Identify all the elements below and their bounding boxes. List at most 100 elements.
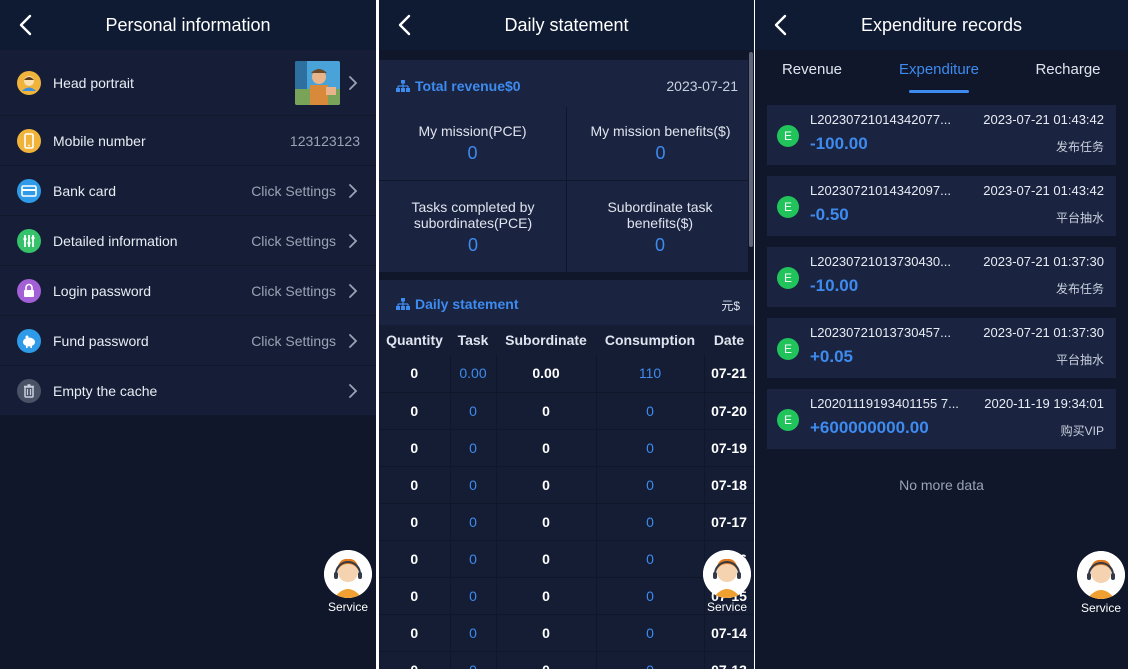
record-order-id: L20230721013730457... — [810, 325, 951, 340]
table-cell: 0 — [450, 429, 497, 467]
table-cell: 0 — [450, 614, 497, 652]
column-header: Task — [450, 325, 496, 355]
column-header: Quantity — [379, 325, 450, 355]
back-arrow-icon[interactable] — [393, 13, 417, 37]
table-body: 0 0.00 0.00 110 07-21 0 0 0 0 07-20 0 0 0 0 07-19 0 0 0 0 0… — [379, 355, 754, 669]
record-amount: +600000000.00 — [810, 418, 929, 437]
tab-revenue[interactable]: Revenue — [781, 61, 843, 78]
hierarchy-icon — [396, 297, 410, 310]
stat-label: My mission benefits($) — [590, 123, 731, 139]
stat-value: 0 — [467, 143, 478, 163]
table-cell: 0 — [496, 651, 597, 669]
table-row: 0 0 0 0 07-14 — [379, 614, 754, 652]
table-cell: 07-20 — [704, 392, 754, 430]
stat-subordinate-benefits: Subordinate task benefits($) 0 — [585, 199, 735, 256]
row-mobile-number[interactable]: Mobile number 123123123 — [0, 116, 376, 166]
row-value: Click Settings — [251, 332, 336, 349]
record-item[interactable]: E L20201119193401155 7... 2020-11-19 19:34… — [767, 389, 1116, 449]
back-arrow-icon[interactable] — [769, 13, 793, 37]
record-time: 2020-11-19 19:34:01 — [984, 396, 1104, 411]
row-head-portrait[interactable]: Head portrait — [0, 50, 376, 116]
table-cell: 0 — [496, 540, 597, 578]
stat-label: My mission(PCE) — [418, 123, 527, 139]
settings-list: Head portrait Mobile number 123123123 Ba… — [0, 50, 376, 416]
table-cell: 0 — [496, 392, 597, 430]
table-cell: 0 — [596, 503, 705, 541]
chevron-right-icon — [348, 283, 358, 299]
row-empty-cache[interactable]: Empty the cache — [0, 366, 376, 416]
table-row: 0 0 0 0 07-19 — [379, 429, 754, 467]
row-label: Empty the cache — [53, 382, 158, 399]
back-arrow-icon[interactable] — [14, 13, 38, 37]
table-cell: 0 — [596, 614, 705, 652]
record-amount: -100.00 — [810, 134, 868, 153]
row-login-password[interactable]: Login password Click Settings — [0, 266, 376, 316]
record-item[interactable]: E L20230721013730430... 2023-07-21 01:37:3… — [767, 247, 1116, 307]
table-cell: 0 — [450, 503, 497, 541]
row-value: Click Settings — [251, 282, 336, 299]
table-cell: 07-14 — [704, 614, 754, 652]
row-detailed-information[interactable]: Detailed information Click Settings — [0, 216, 376, 266]
record-time: 2023-07-21 01:37:30 — [983, 254, 1104, 269]
row-label: Fund password — [53, 332, 149, 349]
row-bank-card[interactable]: Bank card Click Settings — [0, 166, 376, 216]
divider — [379, 180, 748, 181]
record-description: 发布任务 — [1055, 140, 1104, 154]
customer-service-icon — [1077, 551, 1125, 599]
statement-title-text: Daily statement — [415, 296, 519, 312]
row-label: Mobile number — [53, 132, 146, 149]
row-label: Detailed information — [53, 232, 178, 249]
daily-statement-screen: Daily statement Total revenue$0 2023-07-… — [379, 0, 754, 669]
record-tabs: Revenue Expenditure Recharge — [755, 50, 1128, 94]
avatar-icon — [17, 70, 41, 95]
stat-my-mission: My mission(PCE) 0 — [379, 123, 566, 164]
table-cell: 07-13 — [704, 651, 754, 669]
table-row: 0 0 0 0 07-18 — [379, 466, 754, 504]
service-button[interactable]: Service — [1075, 551, 1127, 615]
record-time: 2023-07-21 01:37:30 — [983, 325, 1104, 340]
record-order-id: L20230721014342077... — [810, 112, 951, 127]
record-description: 平台抽水 — [1055, 211, 1104, 225]
hierarchy-icon — [396, 79, 410, 92]
piggy-bank-icon — [17, 328, 41, 353]
table-cell: 0 — [450, 540, 497, 578]
scrollbar[interactable] — [749, 52, 753, 247]
mobile-number-value: 123123123 — [289, 132, 360, 149]
trash-icon — [17, 378, 41, 403]
chevron-right-icon — [348, 183, 358, 199]
table-cell: 0 — [379, 540, 451, 578]
record-item[interactable]: E L20230721014342077... 2023-07-21 01:43:4… — [767, 105, 1116, 165]
table-cell: 110 — [596, 355, 705, 393]
record-item[interactable]: E L20230721013730457... 2023-07-21 01:37:3… — [767, 318, 1116, 378]
stat-label: Tasks completed by subordinates(PCE) — [411, 199, 535, 231]
record-order-id: L20201119193401155 7... — [810, 396, 959, 411]
service-button[interactable]: Service — [322, 550, 374, 614]
stat-subordinate-tasks: Tasks completed by subordinates(PCE) 0 — [387, 199, 559, 256]
total-revenue-text: Total revenue$0 — [415, 78, 521, 94]
record-item[interactable]: E L20230721014342097... 2023-07-21 01:43:4… — [767, 176, 1116, 236]
record-type-badge: E — [777, 267, 799, 289]
header: Daily statement — [379, 0, 754, 50]
chevron-right-icon — [348, 233, 358, 249]
table-cell: 0 — [596, 392, 705, 430]
service-button[interactable]: Service — [701, 550, 753, 614]
no-more-data: No more data — [899, 477, 984, 493]
chevron-right-icon — [348, 333, 358, 349]
tab-recharge[interactable]: Recharge — [1035, 61, 1101, 78]
service-label: Service — [706, 600, 747, 614]
row-fund-password[interactable]: Fund password Click Settings — [0, 316, 376, 366]
table-cell: 0 — [450, 577, 497, 615]
page-title: Personal information — [105, 15, 271, 35]
row-label: Login password — [53, 282, 152, 299]
customer-service-icon — [324, 550, 372, 598]
table-cell: 0 — [379, 651, 451, 669]
table-cell: 0 — [450, 466, 497, 504]
row-label: Head portrait — [53, 74, 134, 91]
portrait-image[interactable] — [295, 61, 340, 105]
total-revenue-card: Total revenue$0 2023-07-21 My mission(PC… — [379, 60, 748, 272]
tab-expenditure[interactable]: Expenditure — [898, 61, 980, 78]
table-cell: 0 — [496, 466, 597, 504]
active-tab-indicator — [909, 90, 969, 93]
page-title: Expenditure records — [860, 15, 1023, 35]
